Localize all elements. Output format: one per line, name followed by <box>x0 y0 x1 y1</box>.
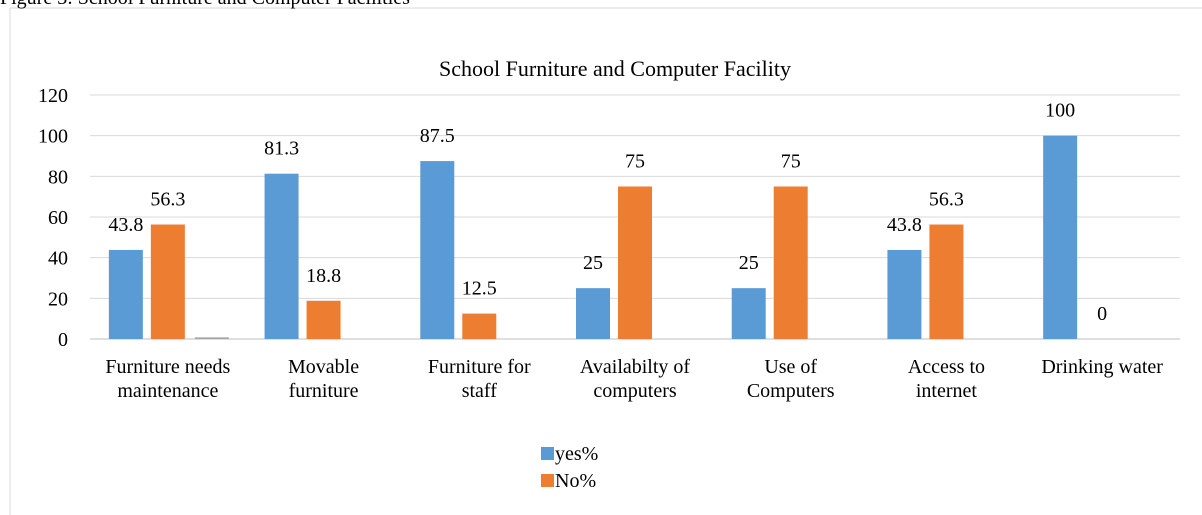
legend-swatch <box>541 447 554 460</box>
y-tick-label: 0 <box>58 329 68 351</box>
bar <box>887 249 922 339</box>
x-tick-label: Availabilty of computers <box>580 356 690 402</box>
data-label: 81.3 <box>264 138 299 160</box>
bar <box>773 186 808 339</box>
x-tick-label: Furniture needs maintenance <box>105 356 230 402</box>
legend-label: No% <box>555 470 596 492</box>
chart-title: School Furniture and Computer Facility <box>439 56 791 81</box>
bar <box>108 249 143 339</box>
data-label: 75 <box>781 151 801 173</box>
chart-frame <box>9 7 1202 515</box>
legend-swatch <box>541 474 554 487</box>
bar <box>576 288 610 339</box>
y-tick-label: 120 <box>38 85 68 107</box>
bar <box>194 337 229 339</box>
bar <box>618 186 652 339</box>
bar <box>929 224 964 339</box>
y-tick-label: 100 <box>38 126 68 148</box>
x-tick-label: Drinking water <box>1041 356 1163 378</box>
bar <box>306 300 341 339</box>
data-label: 75 <box>625 151 645 173</box>
data-label: 87.5 <box>420 125 455 147</box>
figure-caption: Figure 3: School Furniture and Computer … <box>0 0 410 9</box>
bar <box>264 173 299 339</box>
data-label: 18.8 <box>306 265 341 287</box>
data-label: 100 <box>1045 100 1075 122</box>
data-label: 25 <box>583 252 603 274</box>
data-label: 56.3 <box>929 189 964 211</box>
bar <box>420 161 455 339</box>
bar <box>1043 135 1078 339</box>
data-label: 43.8 <box>108 214 143 236</box>
x-tick-label: Use of Computers <box>747 356 835 402</box>
data-label: 56.3 <box>150 189 185 211</box>
y-tick-label: 20 <box>48 288 68 310</box>
x-tick-label: Furniture for staff <box>428 356 531 402</box>
data-label: 25 <box>739 252 759 274</box>
y-tick-label: 80 <box>48 166 68 188</box>
bar <box>150 224 185 339</box>
data-label: 12.5 <box>462 278 497 300</box>
data-label: 0 <box>1097 303 1107 325</box>
x-tick-label: Access to internet <box>908 356 985 402</box>
bar <box>731 288 766 339</box>
data-label: 43.8 <box>887 214 922 236</box>
bar <box>462 313 497 339</box>
y-tick-label: 40 <box>48 248 68 270</box>
x-tick-label: Movable furniture <box>288 356 359 402</box>
y-tick-label: 60 <box>48 207 68 229</box>
legend-label: yes% <box>555 443 598 465</box>
